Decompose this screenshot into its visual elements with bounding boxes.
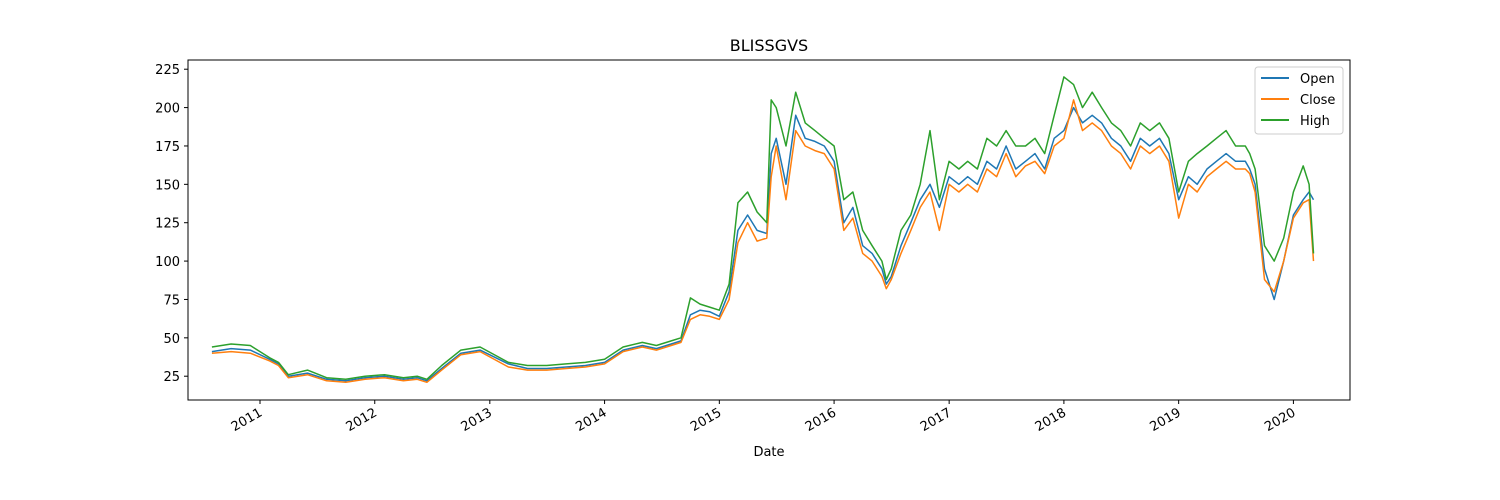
x-tick-label: 2017 <box>918 405 954 435</box>
series-line-close <box>211 99 1315 384</box>
x-tick-label: 2018 <box>1033 405 1069 435</box>
x-tick-label: 2019 <box>1147 405 1183 435</box>
y-tick-label: 50 <box>163 332 180 347</box>
x-tick-label: 2014 <box>573 405 609 435</box>
y-tick-label: 25 <box>163 370 180 385</box>
y-tick-label: 75 <box>163 293 180 308</box>
y-tick-label: 200 <box>155 102 180 117</box>
x-axis: 2011 2012 2013 2014 2015 2016 2017 2018 2019 2020 <box>229 400 1298 435</box>
series-layer <box>211 76 1315 384</box>
chart-title: BLISSGVS <box>730 36 808 55</box>
x-tick-label: 2012 <box>344 405 380 435</box>
plot-area-frame <box>187 59 1351 401</box>
y-tick-label: 125 <box>155 217 180 232</box>
x-tick-label: 2015 <box>688 405 724 435</box>
x-tick-label: 2013 <box>459 405 495 435</box>
x-tick-label: 2011 <box>229 405 265 435</box>
legend-label-open: Open <box>1300 72 1335 87</box>
y-tick-label: 225 <box>155 63 180 78</box>
legend-label-high: High <box>1300 114 1330 129</box>
y-tick-label: 175 <box>155 140 180 155</box>
legend: Open Close High <box>1254 66 1344 135</box>
series-line-high <box>211 76 1315 381</box>
legend-frame <box>1254 66 1344 135</box>
x-tick-label: 2016 <box>803 405 839 435</box>
series-line-open <box>211 106 1315 382</box>
x-axis-label: Date <box>753 445 784 460</box>
y-axis: 25 50 75 100 125 150 175 200 225 <box>155 63 188 385</box>
y-tick-label: 100 <box>155 255 180 270</box>
x-tick-label: 2020 <box>1262 405 1298 435</box>
legend-label-close: Close <box>1300 93 1335 108</box>
y-tick-label: 150 <box>155 178 180 193</box>
